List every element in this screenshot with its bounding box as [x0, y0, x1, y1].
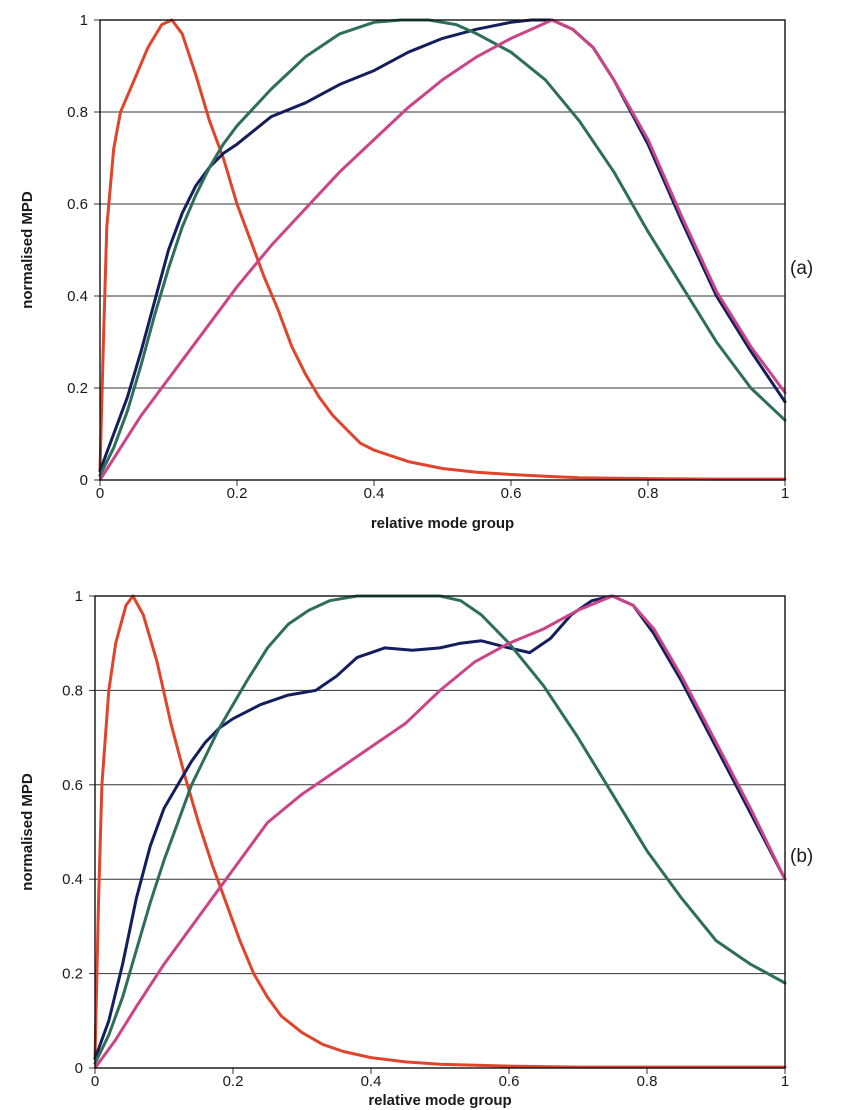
- x-tick-label: 1: [781, 485, 789, 502]
- series-line-3: [98, 18, 787, 477]
- y-tick-label: 1: [80, 12, 88, 29]
- y-axis-title: normalised MPD: [19, 191, 36, 309]
- x-tick-label: 0: [96, 485, 104, 502]
- panel-label: (a): [790, 258, 813, 279]
- x-tick-label: 0.2: [227, 485, 248, 502]
- y-tick-label: 0.2: [62, 966, 83, 983]
- y-tick-label: 0: [80, 472, 88, 489]
- series-line-3: [93, 594, 787, 1065]
- y-tick-label: 0.4: [67, 288, 88, 305]
- x-tick-label: 0.4: [361, 1073, 382, 1090]
- plot-frame: [94, 595, 786, 1069]
- series-line-4: [98, 18, 787, 482]
- series-line-4: [93, 594, 787, 1070]
- chart-panel-2: 0 0.2 0.4 0.6 0.8 1 0 0.2 0.4 0.6 0.8 1 relative mod…: [19, 588, 813, 1109]
- x-tick-label: 0.6: [501, 485, 522, 502]
- x-tick-label: 1: [781, 1073, 789, 1090]
- x-axis-title: relative mode group: [368, 1092, 511, 1109]
- x-axis-title: relative mode group: [371, 515, 514, 532]
- y-axis-title: normalised MPD: [19, 773, 36, 891]
- plot-frame: [99, 19, 786, 481]
- y-tick-label: 0.2: [67, 380, 88, 397]
- y-tick-label: 0.8: [67, 104, 88, 121]
- series-line-1: [98, 18, 787, 481]
- y-tick-label: 0.4: [62, 871, 83, 888]
- chart-panel-1: 0 0.2 0.4 0.6 0.8 1 0 0.2 0.4 0.6 0.8 1 relative mod…: [19, 12, 813, 532]
- series-line-2: [98, 18, 787, 473]
- x-tick-label: 0: [91, 1073, 99, 1090]
- y-tick-label: 0.8: [62, 682, 83, 699]
- series-line-1: [93, 594, 787, 1069]
- y-tick-label: 0.6: [62, 777, 83, 794]
- x-tick-label: 0.4: [364, 485, 385, 502]
- y-tick-label: 0.6: [67, 196, 88, 213]
- y-tick-label: 0: [75, 1060, 83, 1077]
- x-tick-label: 0.2: [223, 1073, 244, 1090]
- x-tick-label: 0.8: [638, 485, 659, 502]
- x-tick-label: 0.6: [499, 1073, 520, 1090]
- y-tick-label: 1: [75, 588, 83, 605]
- x-tick-label: 0.8: [637, 1073, 658, 1090]
- panel-label: (b): [790, 846, 813, 867]
